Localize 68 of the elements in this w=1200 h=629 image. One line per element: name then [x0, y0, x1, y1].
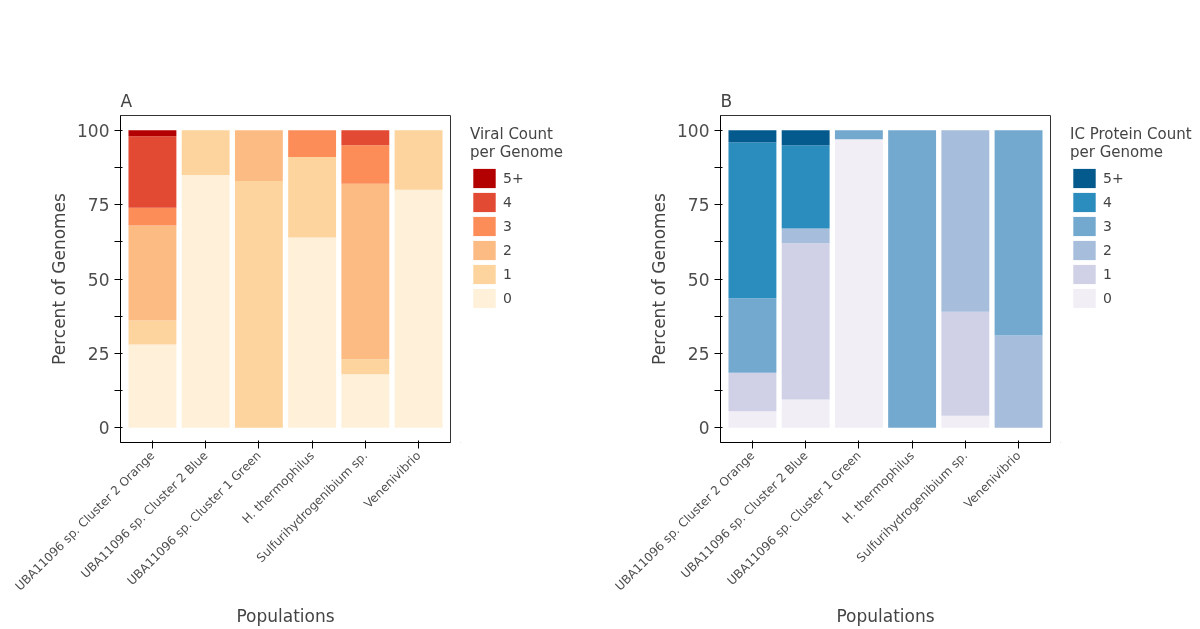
bar [341, 359, 390, 375]
bar [128, 207, 177, 226]
bar [728, 372, 777, 412]
legend-label: 0 [1103, 290, 1113, 306]
y-tick-label: 75 [687, 195, 710, 216]
legend-label: 0 [503, 290, 513, 306]
bar [994, 130, 1043, 336]
bar [128, 320, 177, 345]
bar [341, 374, 390, 428]
bar [781, 243, 830, 400]
bar [728, 130, 777, 143]
y-tick-label: 50 [87, 269, 110, 290]
legend-label: 5+ [503, 170, 524, 186]
bar [941, 415, 990, 428]
y-axis-title: Percent of Genomes [49, 192, 70, 365]
bar [728, 142, 777, 299]
y-tick-label: 25 [87, 343, 110, 364]
legend-title: IC Protein Count per Genome [1070, 125, 1192, 161]
bar [234, 130, 283, 181]
y-tick-label: 0 [698, 418, 710, 439]
x-axis-title: Populations [836, 606, 935, 627]
bar [888, 130, 937, 428]
bar [181, 130, 230, 175]
bar [941, 130, 990, 312]
bar [288, 130, 337, 158]
bar [781, 145, 830, 229]
bar [128, 136, 177, 208]
bar [128, 130, 177, 137]
bar [341, 145, 390, 184]
legend-label: 5+ [1103, 170, 1124, 186]
legend-label: 2 [503, 242, 513, 258]
bar [128, 344, 177, 428]
bar [234, 180, 283, 428]
y-tick-label: 50 [687, 269, 710, 290]
bar [728, 298, 777, 373]
legend-label: 4 [503, 194, 513, 210]
bar [834, 130, 883, 140]
legend-label: 4 [1103, 194, 1113, 210]
bar [394, 189, 443, 428]
bar [288, 237, 337, 428]
bar [994, 335, 1043, 428]
bar [781, 130, 830, 146]
legend-label: 3 [503, 218, 513, 234]
bar [781, 228, 830, 244]
bar [288, 157, 337, 238]
bar [181, 174, 230, 428]
legend-title: Viral Count per Genome [470, 125, 564, 161]
bar [394, 130, 443, 190]
chart-title: B [720, 90, 733, 111]
y-tick-label: 25 [687, 343, 710, 364]
y-tick-label: 0 [98, 418, 110, 439]
legend-label: 3 [1103, 218, 1113, 234]
y-tick-label: 100 [677, 120, 710, 141]
bar [341, 183, 390, 360]
y-tick-label: 75 [87, 195, 110, 216]
y-axis-title: Percent of Genomes [649, 192, 670, 365]
bar [728, 411, 777, 428]
legend-label: 1 [1103, 266, 1113, 282]
legend-label: 1 [503, 266, 513, 282]
bar [834, 139, 883, 428]
legend-label: 2 [1103, 242, 1113, 258]
bar [781, 399, 830, 428]
y-tick-label: 100 [77, 120, 110, 141]
bar [341, 130, 390, 146]
x-axis-title: Populations [236, 606, 335, 627]
bar [941, 311, 990, 416]
chart-title: A [120, 90, 133, 111]
bar [128, 225, 177, 321]
